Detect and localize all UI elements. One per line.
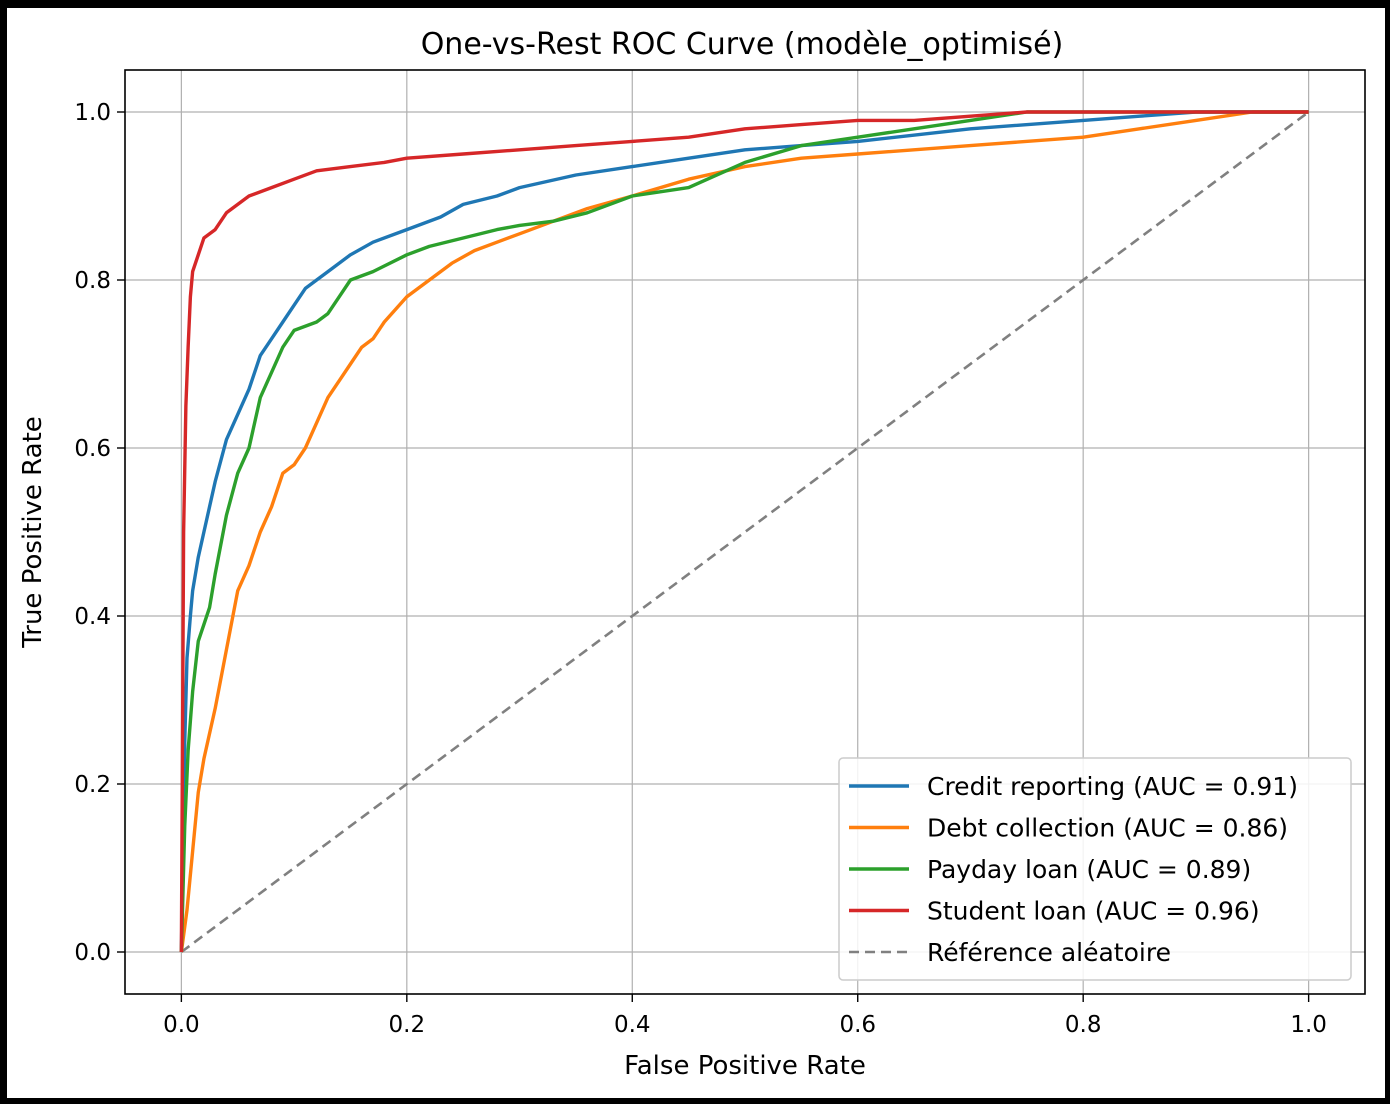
x-tick-label: 0.6 [839, 1012, 876, 1038]
x-tick-label: 0.0 [163, 1012, 200, 1038]
y-tick-label: 0.2 [74, 772, 111, 798]
series-line-debt-collection [179, 110, 1309, 953]
series-lines [179, 110, 1310, 954]
legend-label: Student loan (AUC = 0.96) [927, 897, 1260, 926]
y-tick-label: 0.0 [74, 940, 111, 966]
x-ticks: 0.0 0.2 0.4 0.6 0.8 1.0 [163, 994, 1327, 1038]
y-tick-label: 0.8 [74, 268, 111, 294]
x-tick-label: 0.4 [614, 1012, 651, 1038]
x-tick-label: 0.8 [1065, 1012, 1102, 1038]
y-tick-label: 0.6 [74, 436, 111, 462]
y-tick-label: 0.4 [74, 604, 111, 630]
series-line-credit-reporting [179, 110, 1309, 953]
plot-frame [124, 69, 1366, 995]
series-line-student-loan [179, 110, 1309, 953]
figure: One-vs-Rest ROC Curve (modèle_optimisé) … [7, 8, 1385, 1098]
x-axis-label: False Positive Rate [624, 1051, 866, 1081]
legend-label: Payday loan (AUC = 0.89) [927, 855, 1251, 884]
legend-label: Debt collection (AUC = 0.86) [927, 814, 1288, 843]
grid [125, 70, 1365, 994]
legend: Credit reporting (AUC = 0.91) Debt collec… [838, 757, 1352, 981]
legend-box [838, 757, 1352, 981]
legend-label: Credit reporting (AUC = 0.91) [927, 772, 1298, 801]
reference-line [180, 110, 1310, 954]
chart-title: One-vs-Rest ROC Curve (modèle_optimisé) [421, 27, 1064, 62]
legend-label: Référence aléatoire [927, 938, 1171, 967]
y-ticks: 0.0 0.2 0.4 0.6 0.8 1.0 [74, 100, 125, 966]
x-tick-label: 0.2 [389, 1012, 426, 1038]
y-tick-label: 1.0 [74, 100, 111, 126]
y-axis-label: True Positive Rate [18, 416, 48, 649]
series-line-payday-loan [179, 110, 1309, 953]
x-tick-label: 1.0 [1290, 1012, 1327, 1038]
roc-chart: One-vs-Rest ROC Curve (modèle_optimisé) … [18, 27, 1366, 1081]
